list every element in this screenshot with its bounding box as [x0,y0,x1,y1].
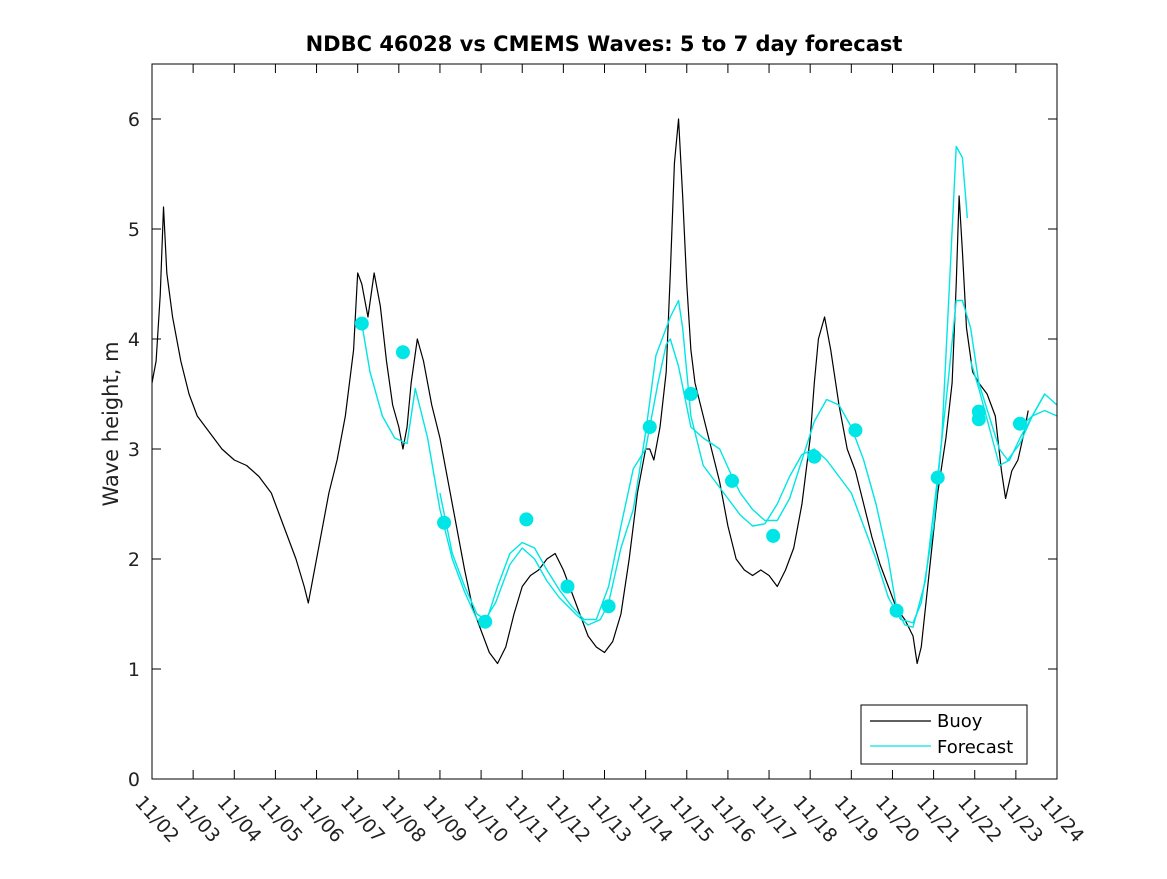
legend-box [860,704,1028,765]
forecast-marker [642,420,657,434]
y-tick-label: 3 [128,439,140,461]
forecast-marker [478,614,493,629]
y-axis-ticks: 0 1 2 3 4 5 6 [128,109,1057,791]
forecast-marker [930,470,945,485]
y-tick-label: 1 [128,659,140,681]
chart-title: NDBC 46028 vs CMEMS Waves: 5 to 7 day fo… [306,32,903,56]
y-tick-label: 5 [128,219,140,241]
forecast-marker [395,345,410,360]
series-line-forecast-2 [439,145,969,626]
forecast-marker [601,599,616,614]
markers-layer [354,316,1027,629]
y-tick-label: 6 [128,109,140,131]
y-tick-label: 4 [128,329,140,351]
plot-area [152,64,1057,779]
forecast-marker [437,515,452,530]
legend-buoy-label: Buoy [937,711,983,732]
forecast-marker [971,404,986,419]
forecast-marker [519,512,534,527]
y-axis-label: Wave height, m [99,341,123,506]
legend-forecast-label: Forecast [937,737,1013,758]
forecast-marker [889,603,904,618]
series-line-buoy [151,118,1029,665]
series-line-forecast-3 [969,360,1046,467]
y-tick-label: 0 [128,769,140,791]
forecast-marker [1012,416,1027,431]
forecast-marker [848,423,863,438]
legend: Buoy Forecast [860,704,1028,765]
forecast-marker [560,579,575,594]
forecast-marker [683,387,698,401]
y-tick-label: 2 [128,549,140,571]
forecast-marker [766,528,781,543]
forecast-marker [354,316,369,331]
forecast-marker [725,473,740,488]
forecast-marker [807,449,822,464]
